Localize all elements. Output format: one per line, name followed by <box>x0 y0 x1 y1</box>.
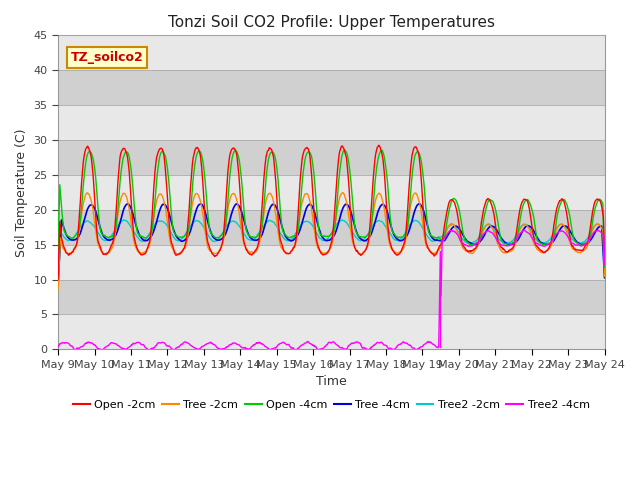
Bar <box>58 140 605 175</box>
Bar <box>58 279 605 314</box>
X-axis label: Time: Time <box>316 375 347 388</box>
Title: Tonzi Soil CO2 Profile: Upper Temperatures: Tonzi Soil CO2 Profile: Upper Temperatur… <box>168 15 495 30</box>
Bar <box>58 70 605 105</box>
Bar <box>58 105 605 140</box>
Text: TZ_soilco2: TZ_soilco2 <box>71 51 143 64</box>
Legend: Open -2cm, Tree -2cm, Open -4cm, Tree -4cm, Tree2 -2cm, Tree2 -4cm: Open -2cm, Tree -2cm, Open -4cm, Tree -4… <box>68 396 594 415</box>
Bar <box>58 245 605 279</box>
Bar <box>58 210 605 245</box>
Y-axis label: Soil Temperature (C): Soil Temperature (C) <box>15 128 28 257</box>
Bar <box>58 314 605 349</box>
Bar <box>58 175 605 210</box>
Bar <box>58 36 605 70</box>
